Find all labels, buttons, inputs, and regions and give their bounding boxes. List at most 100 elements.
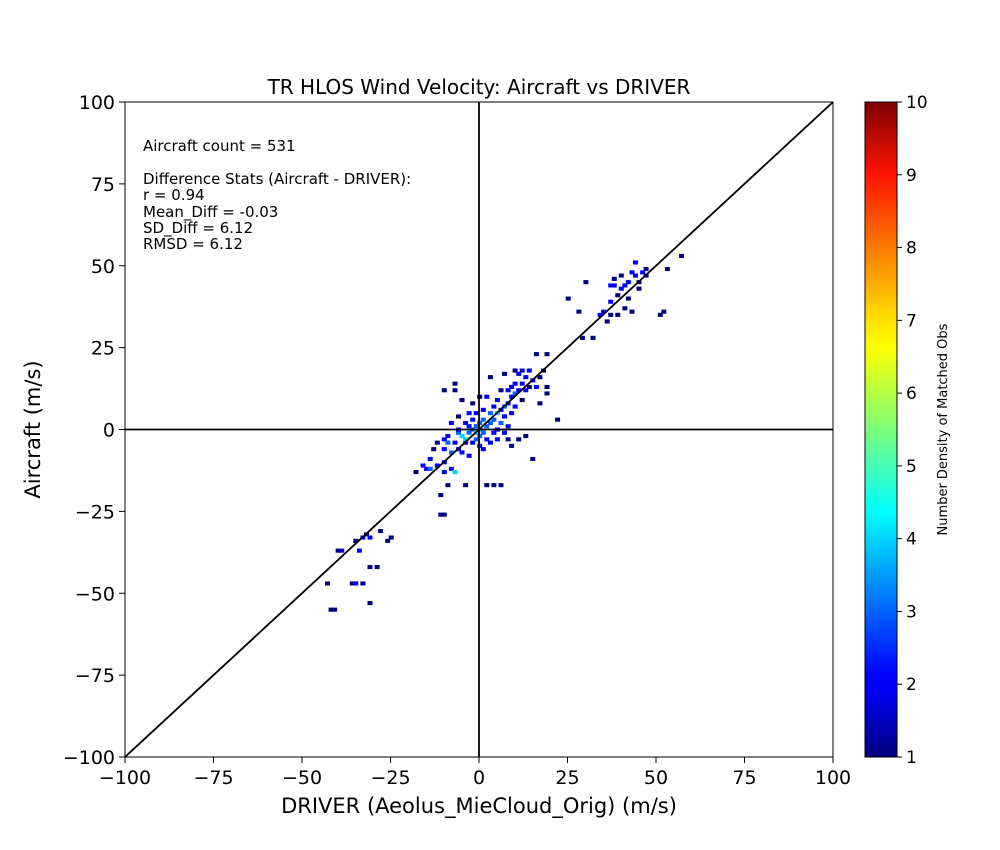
density-cell xyxy=(629,270,635,275)
density-cell xyxy=(452,440,458,445)
y-tick-label: −25 xyxy=(75,501,115,523)
density-cell xyxy=(452,470,458,475)
y-tick-label: −100 xyxy=(63,747,115,769)
density-cell xyxy=(618,273,624,278)
density-cell xyxy=(491,430,497,435)
density-cell xyxy=(526,368,532,373)
density-cell xyxy=(424,466,430,471)
density-cell xyxy=(466,430,472,435)
density-cell xyxy=(505,424,511,429)
density-cell xyxy=(456,414,461,419)
density-cell xyxy=(463,437,469,442)
density-cell xyxy=(625,296,631,301)
density-cell xyxy=(633,260,638,265)
density-cell xyxy=(441,388,447,393)
density-cell xyxy=(533,384,539,389)
density-cell xyxy=(519,398,525,403)
colorbar-tick-label: 5 xyxy=(906,457,917,477)
density-cell xyxy=(445,440,451,445)
colorbar-tick-label: 1 xyxy=(906,748,917,768)
y-tick-label: 50 xyxy=(91,256,115,278)
density-cell xyxy=(498,483,504,488)
density-cell xyxy=(353,581,359,586)
density-cell xyxy=(378,529,384,534)
density-cell xyxy=(622,283,628,288)
density-cell xyxy=(438,512,444,517)
density-cell xyxy=(516,437,522,442)
density-cell xyxy=(480,430,486,435)
density-cell xyxy=(463,483,469,488)
density-cell xyxy=(505,437,511,442)
y-axis-label: Aircraft (m/s) xyxy=(21,360,45,498)
density-cell xyxy=(608,312,614,317)
density-cell xyxy=(441,447,447,452)
stats-sd-diff: SD_Diff = 6.12 xyxy=(143,219,253,238)
density-cell xyxy=(452,388,458,393)
density-cell xyxy=(466,453,472,458)
colorbar-ticks: 1 2 3 4 5 6 7 8 9 10 xyxy=(897,93,928,768)
density-cell xyxy=(512,404,518,409)
density-cell xyxy=(629,309,635,314)
density-cell xyxy=(579,335,585,340)
density-cell xyxy=(448,450,454,455)
colorbar-tick-label: 9 xyxy=(906,166,917,186)
density-cell xyxy=(367,565,373,570)
x-tick-label: −75 xyxy=(193,767,233,789)
colorbar-tick-label: 3 xyxy=(906,602,917,622)
density-cell xyxy=(509,384,515,389)
density-cell xyxy=(491,483,497,488)
x-tick-label: −100 xyxy=(99,767,151,789)
y-tick-label: −75 xyxy=(75,665,115,687)
x-tick-label: 75 xyxy=(732,767,756,789)
density-cell xyxy=(615,312,621,317)
density-cell xyxy=(544,391,550,396)
density-cell xyxy=(441,437,447,442)
density-cell xyxy=(456,430,461,435)
density-cell xyxy=(463,420,469,425)
density-cell xyxy=(615,293,621,298)
density-cell xyxy=(459,398,465,403)
density-cell xyxy=(526,384,532,389)
density-cell xyxy=(537,375,543,380)
density-cell xyxy=(601,309,607,314)
density-cell xyxy=(487,375,493,380)
density-cell xyxy=(498,420,504,425)
density-cell xyxy=(491,404,497,409)
density-cell xyxy=(622,306,628,311)
colorbar-label: Number Density of Matched Obs xyxy=(936,323,951,535)
density-cell xyxy=(491,417,497,422)
density-cell xyxy=(470,440,476,445)
y-tick-label: 0 xyxy=(103,420,115,442)
density-cell xyxy=(608,299,614,304)
x-tick-label: −25 xyxy=(370,767,410,789)
density-cell xyxy=(512,381,518,386)
density-cell xyxy=(608,283,614,288)
density-cell xyxy=(590,335,596,340)
density-cell xyxy=(367,535,373,540)
density-cell xyxy=(576,309,582,314)
density-cell xyxy=(519,368,525,373)
density-cell xyxy=(537,401,543,406)
density-cell xyxy=(441,512,447,517)
density-cell xyxy=(448,420,454,425)
colorbar-tick-label: 10 xyxy=(906,93,928,113)
y-tick-label: 100 xyxy=(79,92,115,114)
x-tick-label: 50 xyxy=(644,767,668,789)
density-cell xyxy=(636,286,642,291)
x-tick-label: 25 xyxy=(555,767,579,789)
density-cell xyxy=(427,456,433,461)
density-cell xyxy=(484,424,490,429)
density-cell xyxy=(657,312,663,317)
density-cell xyxy=(339,548,345,553)
density-cell xyxy=(459,434,465,439)
density-cell xyxy=(328,607,334,612)
density-cell xyxy=(565,296,571,301)
stats-rmsd: RMSD = 6.12 xyxy=(143,235,243,253)
x-tick-label: −50 xyxy=(282,767,322,789)
density-cell xyxy=(434,440,440,445)
colorbar-tick-label: 2 xyxy=(906,675,917,695)
density-cell xyxy=(484,483,490,488)
density-cell xyxy=(533,352,539,357)
colorbar: 1 2 3 4 5 6 7 8 9 10 Number Density of Matched Ob… xyxy=(864,93,951,768)
